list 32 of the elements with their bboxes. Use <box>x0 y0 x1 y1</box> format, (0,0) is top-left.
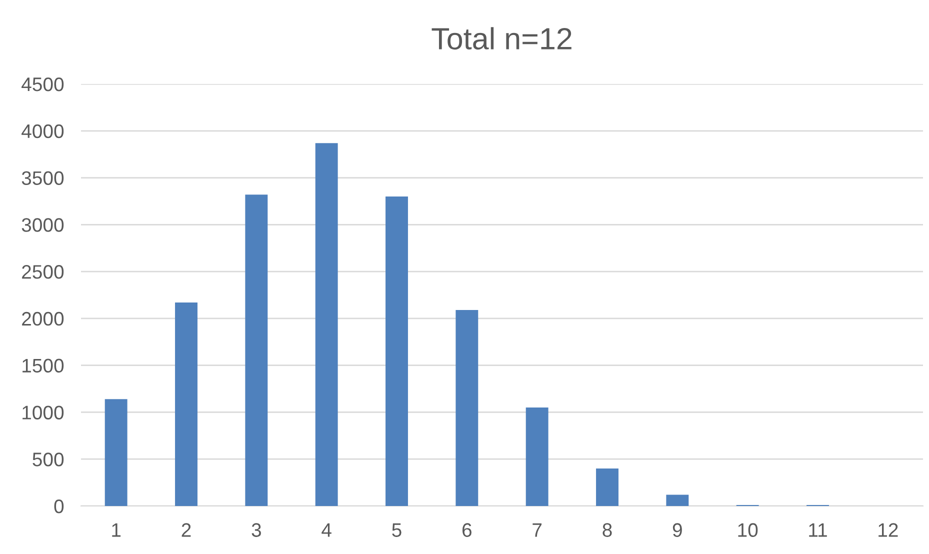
y-tick-label: 3000 <box>22 218 64 232</box>
y-tick-label: 2000 <box>22 312 64 326</box>
y-tick-label: 500 <box>32 452 64 466</box>
bar <box>315 143 338 506</box>
x-tick-label: 2 <box>182 523 191 537</box>
x-tick-label: 1 <box>112 523 121 537</box>
bar <box>175 302 198 506</box>
bar <box>245 194 268 506</box>
y-tick-label: 1000 <box>22 406 64 420</box>
x-tick-label: 3 <box>252 523 261 537</box>
bar <box>596 468 618 506</box>
x-tick-label: 12 <box>878 523 898 537</box>
x-tick-label: 4 <box>322 523 332 537</box>
y-tick-label: 0 <box>54 499 64 514</box>
x-tick-label: 9 <box>672 523 682 537</box>
bar <box>526 408 548 506</box>
y-tick-label: 1500 <box>22 358 64 373</box>
bar <box>666 494 689 506</box>
x-tick-label: 10 <box>738 523 758 537</box>
y-tick-label: 2500 <box>22 265 64 279</box>
y-tick-label: 4500 <box>22 77 64 92</box>
x-tick-label: 11 <box>809 523 827 537</box>
bar <box>386 196 408 506</box>
x-tick-label: 8 <box>602 523 612 537</box>
x-tick-label: 7 <box>532 523 542 537</box>
y-tick-label: 4000 <box>22 124 64 138</box>
y-tick-label: 3500 <box>22 171 64 186</box>
bar <box>104 399 128 506</box>
x-tick-label: 6 <box>462 523 472 537</box>
bar <box>456 310 478 506</box>
chart-title: Total n=12 <box>432 27 572 50</box>
x-tick-label: 5 <box>392 523 402 537</box>
